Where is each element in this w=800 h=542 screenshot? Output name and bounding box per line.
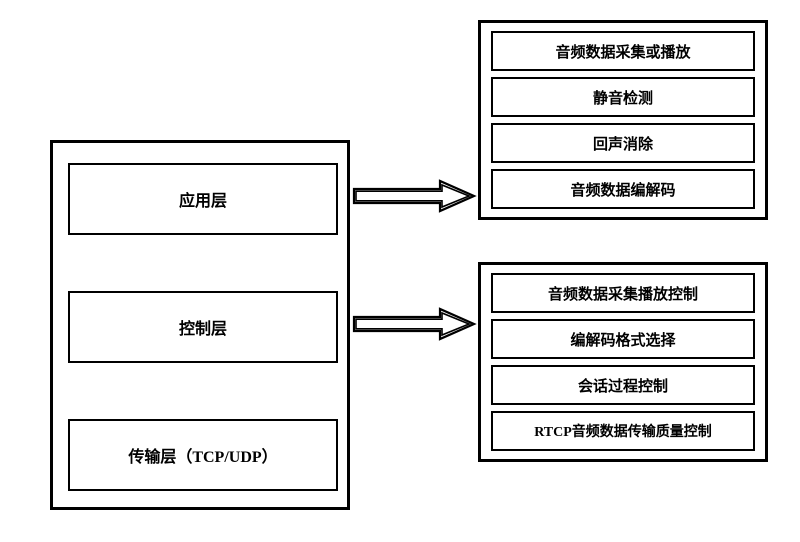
item-label: 会话过程控制 (578, 375, 668, 396)
app-layer-box: 应用层 (68, 163, 338, 235)
item-audio-capture-play: 音频数据采集或播放 (491, 31, 755, 71)
arrow-app-to-group (352, 178, 477, 214)
item-label: 静音检测 (593, 87, 653, 108)
item-label: 回声消除 (593, 133, 653, 154)
control-layer-box: 控制层 (68, 291, 338, 363)
item-silence-detect: 静音检测 (491, 77, 755, 117)
transport-layer-label: 传输层（TCP/UDP） (128, 443, 277, 467)
app-layer-label: 应用层 (179, 187, 227, 211)
control-group: 音频数据采集播放控制 编解码格式选择 会话过程控制 RTCP音频数据传输质量控制 (478, 262, 768, 462)
app-group: 音频数据采集或播放 静音检测 回声消除 音频数据编解码 (478, 20, 768, 220)
item-session-control: 会话过程控制 (491, 365, 755, 405)
diagram-root: 应用层 控制层 传输层（TCP/UDP） 音频数据采集或播放 静音检测 回声消除 (0, 0, 800, 542)
arrow-control-to-group (352, 306, 477, 342)
item-echo-cancel: 回声消除 (491, 123, 755, 163)
item-rtcp-quality: RTCP音频数据传输质量控制 (491, 411, 755, 451)
transport-layer-box: 传输层（TCP/UDP） (68, 419, 338, 491)
item-audio-codec: 音频数据编解码 (491, 169, 755, 209)
item-label: 音频数据采集或播放 (555, 41, 690, 62)
item-codec-select: 编解码格式选择 (491, 319, 755, 359)
control-layer-label: 控制层 (179, 315, 227, 339)
arrow-icon (352, 178, 477, 214)
item-label: 音频数据采集播放控制 (548, 283, 698, 304)
item-label: 编解码格式选择 (570, 329, 675, 350)
arrow-icon (352, 306, 477, 342)
left-column: 应用层 控制层 传输层（TCP/UDP） (50, 140, 350, 510)
item-label: 音频数据编解码 (570, 179, 675, 200)
item-capture-play-control: 音频数据采集播放控制 (491, 273, 755, 313)
item-label: RTCP音频数据传输质量控制 (534, 421, 712, 441)
